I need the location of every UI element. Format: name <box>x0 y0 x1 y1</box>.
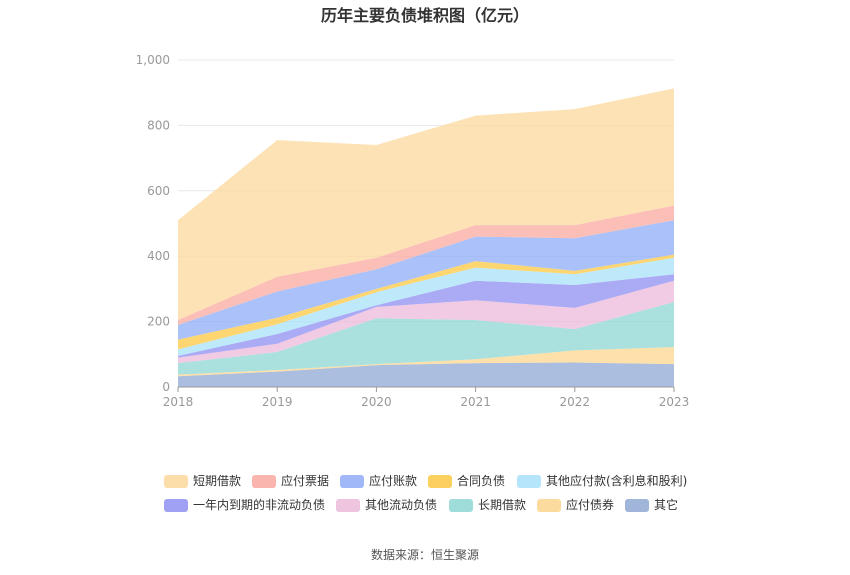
legend-item[interactable]: 应付账款 <box>340 473 417 488</box>
legend-item[interactable]: 短期借款 <box>164 474 241 488</box>
area-series <box>178 220 674 340</box>
legend-swatch <box>164 499 188 512</box>
y-tick-label: 1,000 <box>136 53 170 67</box>
area-series <box>178 88 674 321</box>
legend-item[interactable]: 一年内到期的非流动负债 <box>164 497 325 512</box>
x-tick-label: 2023 <box>659 395 690 409</box>
legend-label: 其他流动负债 <box>365 498 437 512</box>
legend-label: 其它 <box>654 497 678 512</box>
chart-title: 历年主要负债堆积图（亿元） <box>320 6 529 25</box>
y-tick-label: 400 <box>147 249 170 263</box>
x-tick-label: 2019 <box>262 395 293 409</box>
y-tick-label: 200 <box>147 315 170 329</box>
area-series <box>178 347 674 377</box>
legend-label: 合同负债 <box>457 473 505 488</box>
area-series <box>178 362 674 387</box>
legend-label: 短期借款 <box>193 474 241 488</box>
legend-swatch <box>449 499 473 512</box>
y-tick-label: 0 <box>162 380 170 394</box>
legend-label: 一年内到期的非流动负债 <box>193 497 325 512</box>
area-series <box>178 280 674 364</box>
legend-swatch <box>336 499 360 512</box>
y-tick-label: 800 <box>147 118 170 132</box>
legend-label: 长期借款 <box>478 498 526 512</box>
data-source: 数据来源：恒生聚源 <box>370 548 479 562</box>
y-tick-label: 600 <box>147 184 170 198</box>
legend-item[interactable]: 其他应付款(含利息和股利) <box>517 473 687 488</box>
legend: 短期借款 应付票据 应付账款 合同负债 其他应付款(含利息和股利) 一年内到期的非流动负债… <box>164 473 687 512</box>
area-series <box>178 254 674 350</box>
legend-item[interactable]: 应付票据 <box>252 473 329 488</box>
legend-item[interactable]: 合同负债 <box>428 473 505 488</box>
legend-item[interactable]: 其他流动负债 <box>336 498 437 512</box>
legend-swatch <box>625 499 649 512</box>
area-series <box>178 302 674 375</box>
area-series <box>178 205 674 325</box>
legend-swatch <box>517 475 541 488</box>
area-series <box>178 274 674 358</box>
legend-swatch <box>537 499 561 512</box>
legend-swatch <box>164 475 188 488</box>
x-tick-label: 2020 <box>361 395 392 409</box>
legend-swatch <box>252 475 276 488</box>
x-tick-label: 2018 <box>163 395 194 409</box>
area-series <box>178 257 674 356</box>
area-layer <box>178 88 674 387</box>
legend-label: 应付账款 <box>369 473 417 488</box>
legend-label: 其他应付款(含利息和股利) <box>546 473 687 488</box>
axis-layer: 0 200 400 600 800 1,000 2018 2019 2020 2021 2022 20… <box>136 53 690 409</box>
legend-swatch <box>340 475 364 488</box>
stacked-area-chart: 0 200 400 600 800 1,000 2018 2019 2020 2021 2022 20… <box>136 53 690 512</box>
legend-label: 应付票据 <box>281 473 329 488</box>
legend-item[interactable]: 应付债券 <box>537 497 614 512</box>
legend-swatch <box>428 475 452 488</box>
legend-item[interactable]: 其它 <box>625 497 678 512</box>
legend-label: 应付债券 <box>566 497 614 512</box>
legend-item[interactable]: 长期借款 <box>449 498 526 512</box>
x-tick-label: 2021 <box>460 395 491 409</box>
x-tick-label: 2022 <box>560 395 591 409</box>
